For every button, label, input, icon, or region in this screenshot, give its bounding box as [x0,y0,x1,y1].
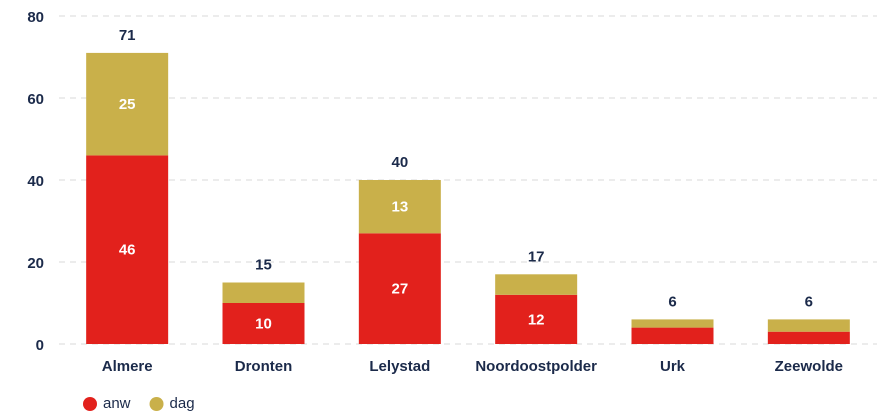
total-label: 71 [119,27,136,44]
total-label: 17 [528,248,545,265]
total-label: 15 [255,256,272,273]
bar-segment [495,294,578,344]
segment-label: 27 [391,281,408,298]
bar-segment [358,233,441,344]
legend-label: anw [103,395,131,412]
y-tick-label: 40 [27,173,44,190]
segment-label: 46 [119,242,136,259]
bar-segment [767,331,850,344]
segment-label: 13 [391,199,408,216]
bar-segment [631,319,714,328]
x-tick-label: Lelystad [369,358,430,375]
x-tick-label: Noordoostpolder [475,358,597,375]
legend-marker [83,397,97,411]
y-tick-label: 80 [27,9,44,26]
total-label: 40 [391,154,408,171]
y-tick-label: 60 [27,91,44,108]
x-tick-label: Dronten [235,358,293,375]
segment-label: 12 [528,311,545,328]
bar-segment [222,282,305,303]
bar-segment [86,155,169,344]
bar-segment [495,274,578,295]
x-tick-label: Urk [660,358,686,375]
total-label: 6 [668,293,676,310]
legend-marker [149,397,164,411]
x-tick-label: Almere [102,358,153,375]
bar-segment [767,319,850,332]
segment-label: 25 [119,96,136,113]
legend-label: dag [170,395,195,412]
bar-segment [358,180,441,234]
total-label: 6 [805,293,813,310]
y-tick-label: 20 [27,255,44,272]
bar-segment [222,303,305,344]
y-tick-label: 0 [36,337,44,354]
bar-segment [631,327,714,344]
segment-label: 10 [255,315,272,332]
bar-segment [86,52,169,156]
x-tick-label: Zeewolde [775,358,843,375]
